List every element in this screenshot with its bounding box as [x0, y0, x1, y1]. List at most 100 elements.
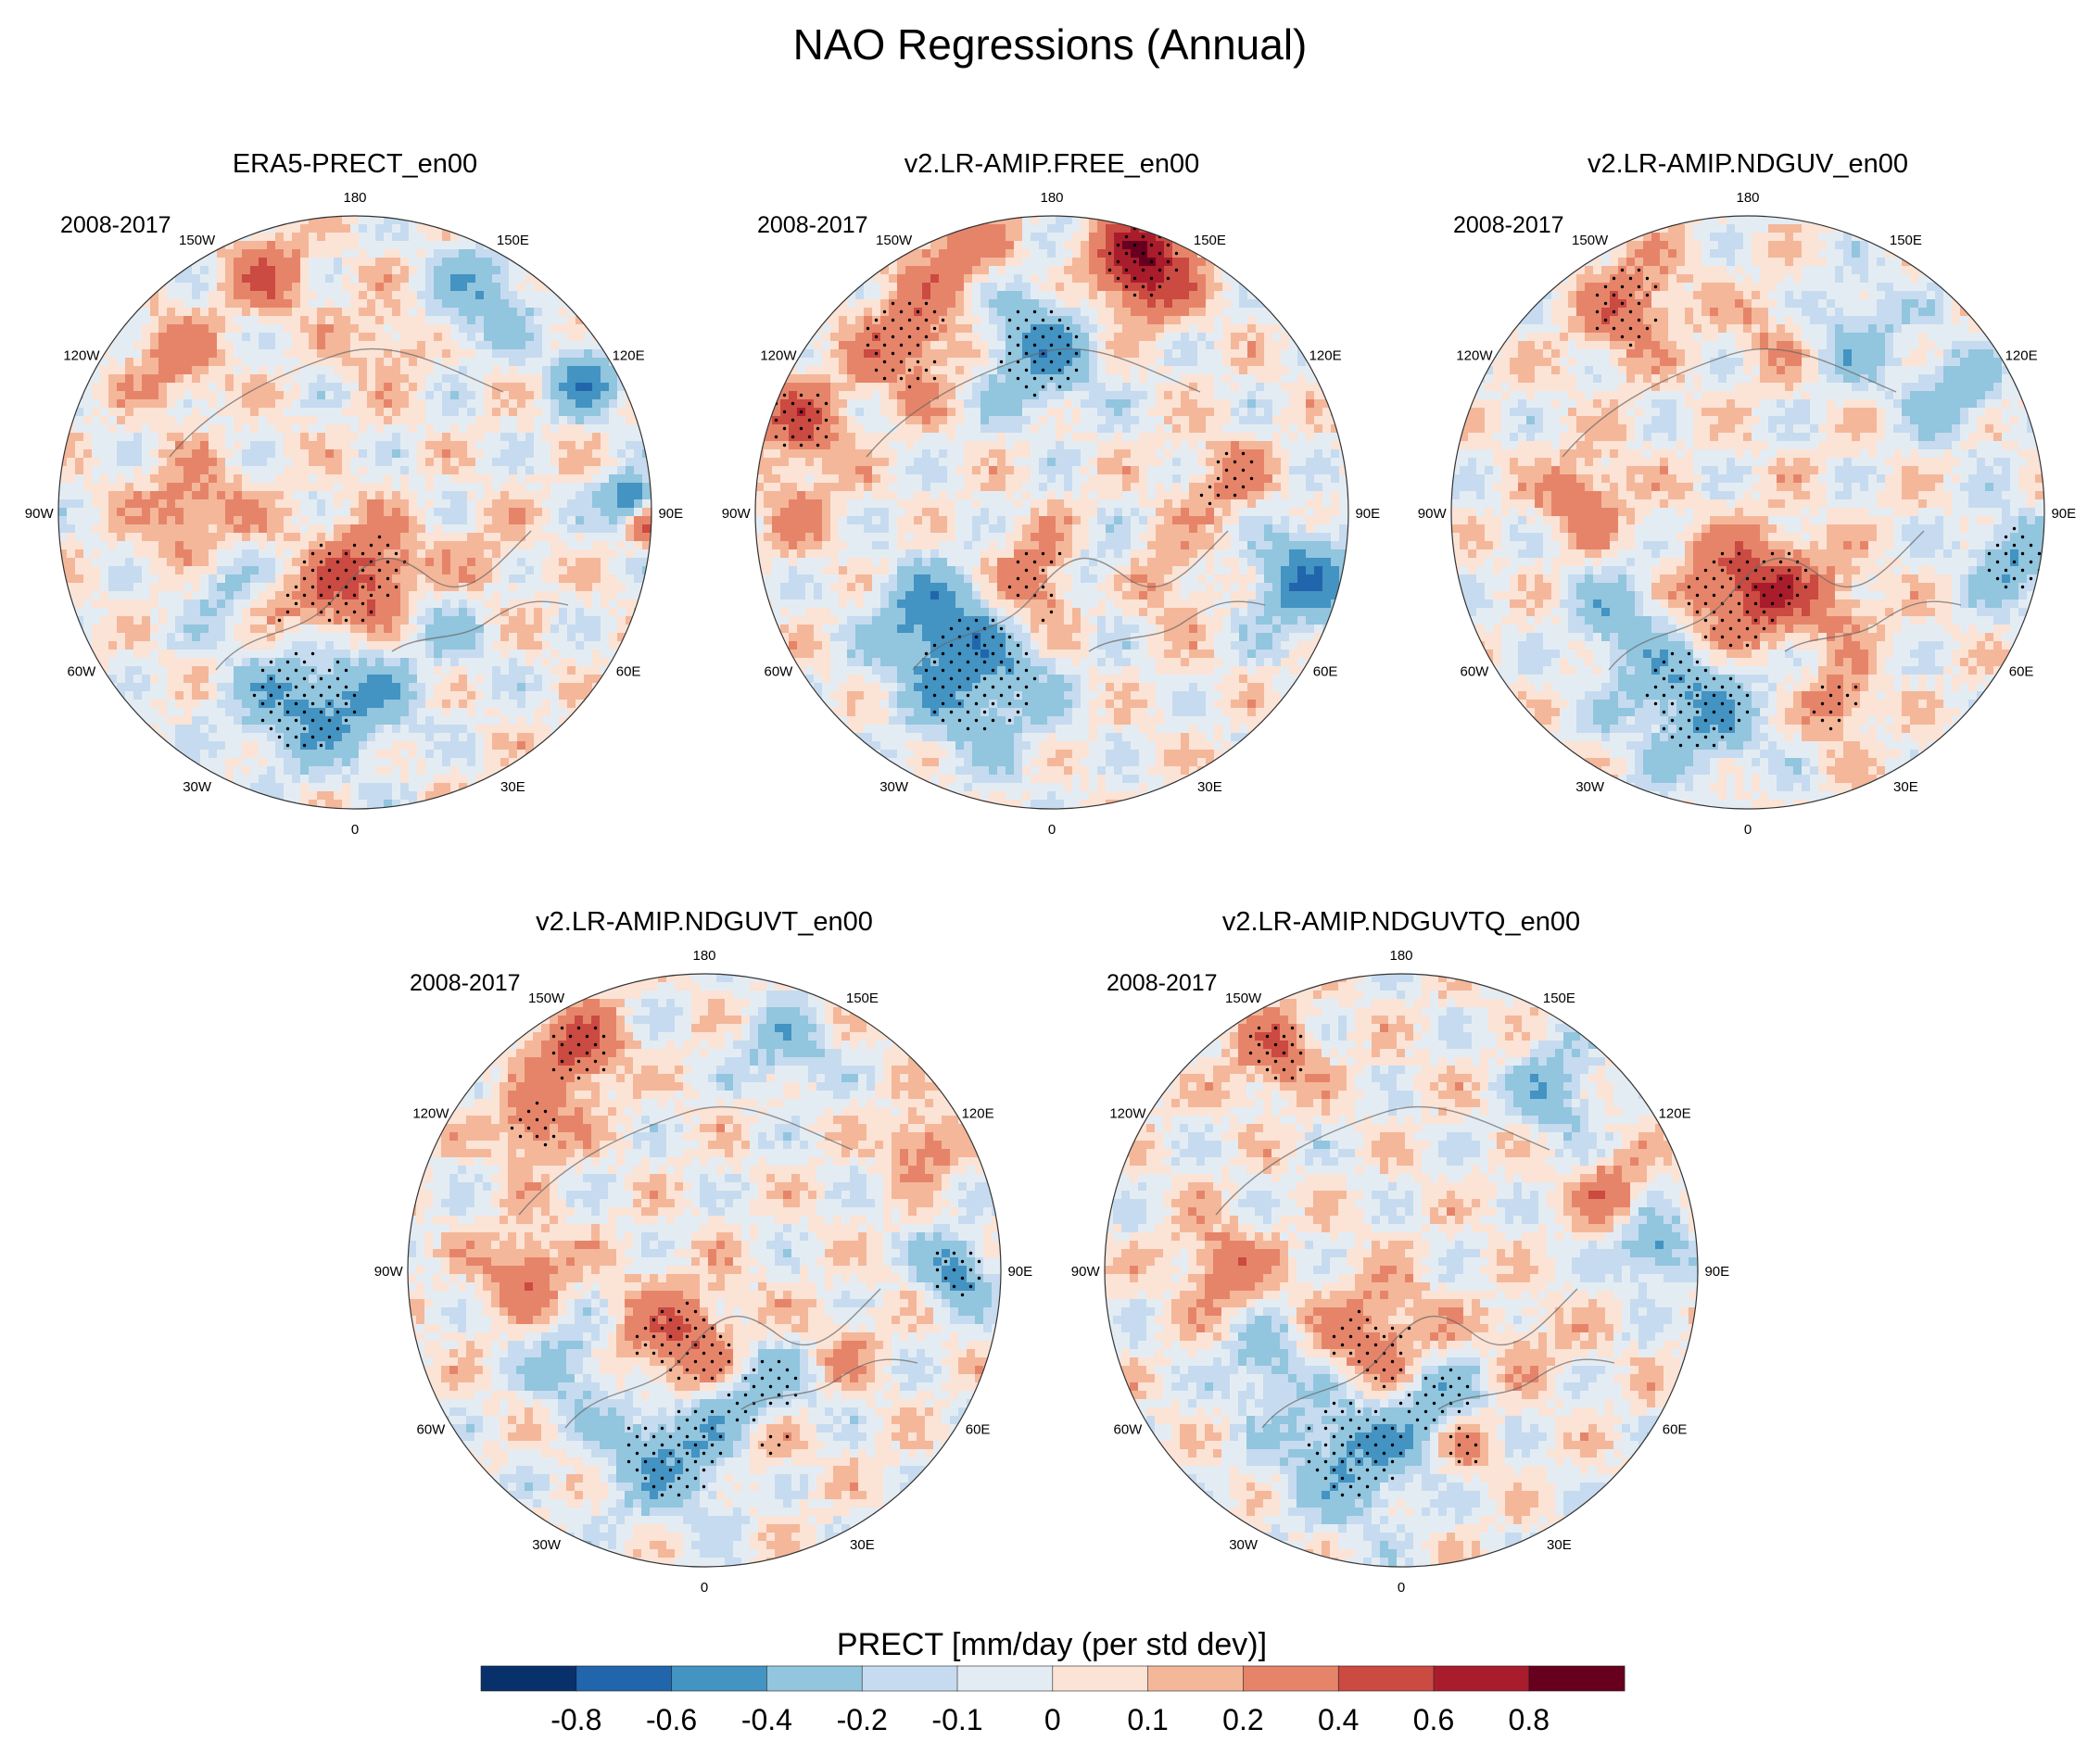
field-cell [400, 574, 410, 584]
field-cell [175, 716, 184, 726]
field-cell [484, 708, 493, 717]
significance-dot [394, 551, 398, 556]
field-cell [309, 541, 318, 550]
field-cell [58, 516, 68, 525]
field-cell [400, 499, 410, 509]
field-cell [284, 433, 293, 442]
field-cell [409, 666, 418, 675]
field-cell [209, 441, 218, 450]
field-cell [142, 516, 151, 525]
field-cell [601, 574, 610, 584]
field-cell [167, 499, 176, 509]
field-cell [450, 783, 460, 792]
field-cell [250, 675, 259, 684]
field-cell [234, 566, 243, 575]
field-cell [325, 558, 335, 567]
field-cell [534, 349, 543, 359]
field-cell [334, 266, 343, 275]
field-cell [780, 458, 790, 467]
field-cell [142, 316, 151, 325]
field-cell [367, 700, 376, 709]
field-cell [234, 541, 243, 550]
field-cell [384, 750, 393, 759]
field-cell [75, 549, 84, 559]
field-cell [300, 458, 310, 467]
field-cell [150, 633, 159, 642]
field-cell [467, 599, 476, 609]
field-cell [234, 324, 243, 334]
field-cell [642, 541, 652, 550]
field-cell [284, 416, 293, 425]
significance-dot [386, 560, 390, 564]
field-cell [325, 216, 335, 225]
field-cell [609, 374, 618, 384]
field-cell [459, 266, 468, 275]
field-cell [309, 458, 318, 467]
field-cell [509, 716, 518, 726]
field-cell [100, 383, 109, 392]
field-cell [350, 274, 360, 284]
field-cell [450, 716, 460, 726]
field-cell [175, 599, 184, 609]
field-cell [375, 641, 385, 650]
field-cell [300, 333, 310, 342]
field-cell [359, 675, 368, 684]
field-cell [250, 366, 259, 375]
field-cell [609, 474, 618, 484]
field-cell [542, 599, 551, 609]
field-cell [584, 433, 593, 442]
field-cell [250, 641, 259, 650]
field-cell [359, 741, 368, 751]
field-cell [267, 241, 276, 250]
field-cell [425, 541, 435, 550]
field-cell [576, 358, 585, 367]
field-cell [117, 650, 126, 659]
field-cell [500, 599, 510, 609]
field-cell [325, 541, 335, 550]
field-cell [275, 524, 285, 534]
field-cell [150, 283, 159, 292]
field-cell [459, 558, 468, 567]
field-cell [484, 316, 493, 325]
field-cell [75, 491, 84, 500]
field-cell [158, 399, 168, 409]
field-cell [409, 750, 418, 759]
field-cell [83, 416, 93, 425]
field-cell [434, 566, 443, 575]
field-cell [292, 374, 301, 384]
field-cell [275, 349, 285, 359]
significance-dot [774, 435, 778, 439]
field-cell [167, 416, 176, 425]
field-cell [342, 725, 351, 734]
field-cell [225, 625, 234, 634]
field-cell [789, 483, 798, 492]
field-cell [550, 625, 560, 634]
field-cell [209, 741, 218, 751]
field-cell [275, 266, 285, 275]
field-cell [175, 416, 184, 425]
field-cell [542, 308, 551, 317]
field-cell [267, 366, 276, 375]
field-cell [855, 558, 865, 567]
field-cell [359, 483, 368, 492]
field-cell [442, 666, 451, 675]
significance-dot [310, 551, 315, 556]
field-cell [284, 291, 293, 300]
field-cell [789, 625, 798, 634]
field-cell [450, 533, 460, 542]
field-cell [200, 583, 209, 592]
field-cell [409, 700, 418, 709]
field-cell [417, 566, 426, 575]
field-cell [125, 533, 134, 542]
field-cell [200, 466, 209, 475]
field-cell [375, 291, 385, 300]
field-cell [225, 316, 234, 325]
field-cell [309, 416, 318, 425]
field-cell [309, 241, 318, 250]
field-cell [839, 333, 848, 342]
field-cell [183, 383, 193, 392]
field-cell [847, 308, 856, 317]
field-cell [167, 541, 176, 550]
field-cell [125, 516, 134, 525]
field-cell [325, 650, 335, 659]
